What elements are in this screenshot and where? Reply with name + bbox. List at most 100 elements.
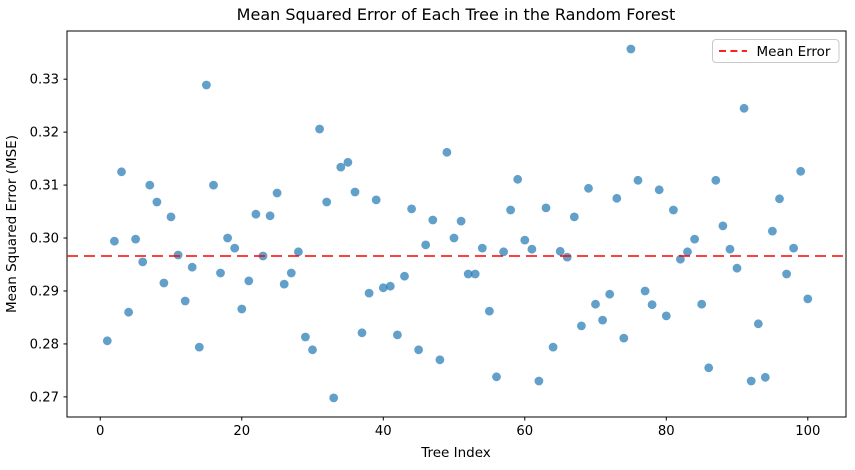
scatter-point [371,195,381,205]
scatter-point [506,205,515,215]
scatter-point [718,221,728,231]
scatter-point [244,276,254,286]
scatter-point [414,345,423,355]
scatter-point [131,234,141,244]
scatter-point [676,254,685,264]
scatter-point [477,243,487,253]
scatter-point [364,288,374,298]
scatter-point [456,216,466,226]
scatter-point [803,294,813,304]
y-tick-label: 0.29 [30,284,59,299]
scatter-point [598,315,607,325]
scatter-point [202,80,211,90]
scatter-point [145,180,155,190]
legend-box [712,39,840,63]
scatter-point [485,306,494,316]
scatter-point [110,236,119,246]
y-tick-label: 0.30 [30,232,59,247]
scatter-point [435,355,445,365]
scatter-point [711,175,721,185]
x-tick-label: 20 [233,424,250,439]
y-tick-label: 0.31 [30,179,59,194]
scatter-point [746,376,756,386]
scatter-point [301,332,310,342]
scatter-point [237,304,247,314]
scatter-point [470,269,480,279]
scatter-point [421,240,431,250]
scatter-point [194,342,204,352]
scatter-point [385,281,395,291]
scatter-point [279,279,289,289]
x-tick-label: 40 [375,424,392,439]
scatter-point [661,311,671,321]
scatter-point [442,147,452,157]
scatter-point [315,124,324,134]
scatter-point [272,188,282,198]
scatter-point [251,209,261,219]
scatter-point [690,234,699,244]
scatter-point [513,174,523,184]
scatter-point [534,376,544,386]
plot-area [66,30,847,418]
scatter-point [697,299,707,309]
scatter-point [265,211,275,221]
scatter-point [180,296,190,306]
scatter-point [350,187,360,197]
scatter-point [166,212,176,222]
scatter-point [463,269,473,279]
scatter-point [562,252,572,262]
y-axis-label: Mean Squared Error (MSE) [4,135,20,313]
scatter-point [768,226,777,236]
scatter-point [187,262,197,272]
scatter-point [555,246,565,256]
scatter-point [732,263,742,273]
scatter-point [584,183,593,193]
scatter-point [159,278,169,288]
scatter-point [633,175,643,185]
scatter-point [541,203,551,213]
scatter-point [209,180,218,190]
scatter-point [230,243,240,253]
y-tick-label: 0.27 [30,390,59,405]
scatter-point [760,372,770,382]
scatter-point [124,307,133,317]
scatter-point [640,286,650,296]
scatter-point [577,321,586,331]
scatter-point [669,205,678,215]
scatter-point [393,330,402,340]
scatter-point [138,257,148,267]
scatter-point [308,345,317,355]
scatter-point [336,162,346,172]
legend-label: Mean Error [757,44,831,60]
scatter-point [449,233,459,243]
chart-title: Mean Squared Error of Each Tree in the R… [237,5,676,24]
x-axis-label: Tree Index [420,445,491,461]
scatter-point [343,157,353,167]
scatter-point [173,250,183,260]
scatter-point [520,235,530,245]
scatter-point [605,289,615,299]
scatter-point [626,44,636,54]
x-tick-label: 100 [795,424,820,439]
scatter-point [286,268,296,278]
scatter-points [102,44,813,403]
scatter-point [223,233,233,243]
scatter-point [704,363,714,373]
y-tick-label: 0.28 [30,337,59,352]
x-tick-label: 0 [96,424,104,439]
scatter-point [591,299,600,309]
scatter-point [322,197,332,207]
scatter-point [569,212,579,222]
y-tick-label: 0.32 [30,126,59,141]
scatter-point [499,247,508,257]
scatter-point [527,244,537,254]
scatter-point [683,247,692,257]
scatter-point [775,194,784,204]
scatter-point [428,215,438,225]
scatter-point [117,167,126,177]
scatter-point [612,193,622,203]
scatter-point [796,166,806,176]
scatter-point [739,103,749,113]
